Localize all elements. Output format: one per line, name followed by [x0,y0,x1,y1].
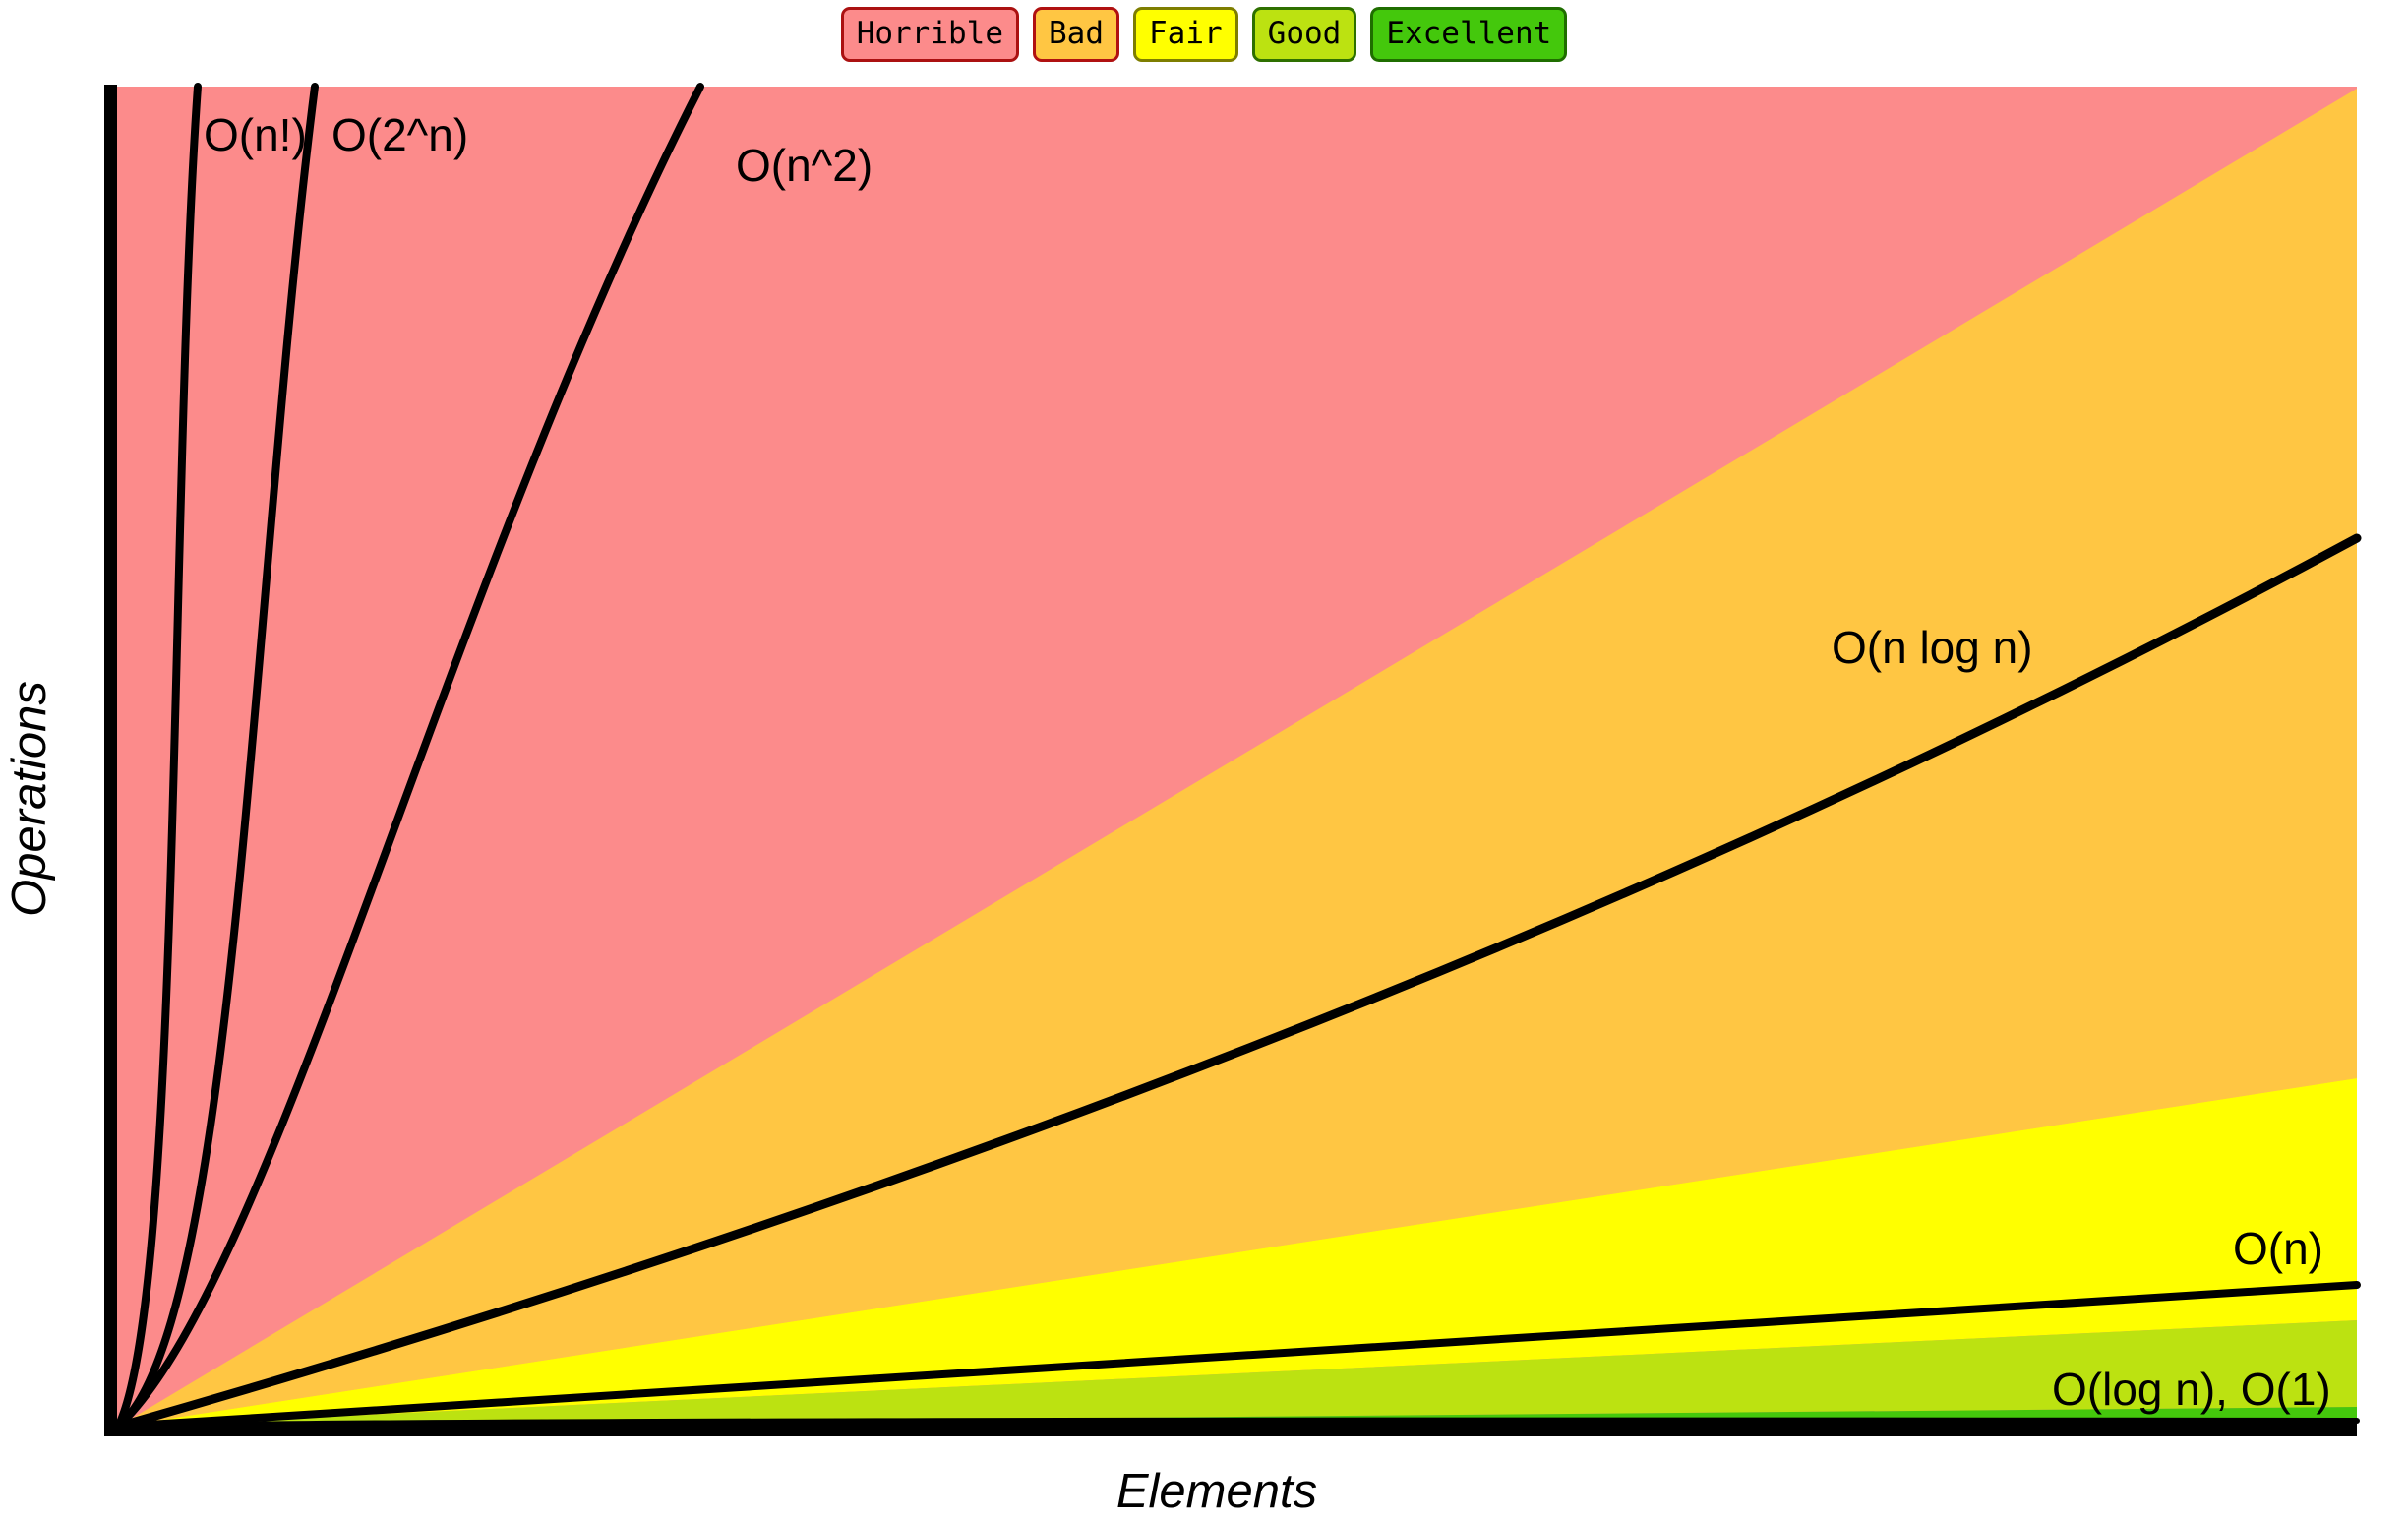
curve-o-n-squared [114,83,704,1430]
curve-label-o-n-log-n: O(n log n) [1832,622,2033,673]
x-axis-label: Elements [1116,1465,1317,1518]
curve-o-2-pow-n [114,83,319,1430]
legend: Horrible Bad Fair Good Excellent [0,7,2408,62]
x-axis-line [104,1423,2357,1436]
curve-o-n [114,1281,2361,1430]
curve-o-n-log-n [113,533,2362,1431]
region-good [118,1320,2357,1427]
legend-item-fair: Fair [1133,7,1238,62]
y-axis-line [104,85,117,1435]
curve-label-o-n-factorial: O(n!) [204,109,307,160]
legend-item-bad: Bad [1033,7,1119,62]
curve-label-o-n-squared: O(n^2) [736,140,873,191]
y-axis-label: Operations [3,681,56,917]
legend-item-excellent: Excellent [1370,7,1568,62]
region-bad [118,89,2357,1427]
region-fair [118,1078,2357,1427]
legend-item-good: Good [1251,7,1357,62]
curve-label-o-n: O(n) [2233,1223,2323,1274]
legend-item-horrible: Horrible [840,7,1019,62]
curve-label-o-log-n-o-1: O(log n), O(1) [2052,1364,2331,1415]
curve-o-n-factorial [114,83,202,1430]
curve-label-o-2-pow-n: O(2^n) [331,109,468,160]
